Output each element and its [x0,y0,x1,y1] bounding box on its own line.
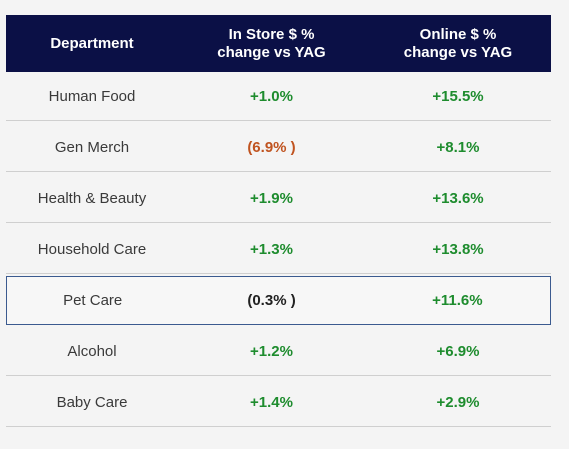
table-header: Department In Store $ % change vs YAG On… [6,15,551,72]
in-store-change-cell: +1.9% [250,189,293,207]
online-change-cell: +11.6% [432,292,483,309]
online-change-cell: +13.8% [432,240,484,258]
department-cell: Gen Merch [54,138,130,156]
in-store-change-cell: (6.9% ) [247,138,296,156]
in-store-change-cell: (0.3% ) [247,292,296,309]
in-store-change-cell: +1.3% [250,240,293,258]
table-row: Alcohol +1.2% +6.9% [6,327,551,376]
online-change-cell: +15.5% [432,87,484,105]
department-cell: Health & Beauty [37,189,147,207]
department-cell: Baby Care [56,393,128,411]
table-body: Human Food +1.0% +15.5% Gen Merch (6.9% ) +8.… [6,72,551,427]
department-cell: Alcohol [67,342,117,360]
in-store-change-cell: +1.4% [250,393,293,411]
department-cell: Household Care [37,240,147,258]
table-row: Gen Merch (6.9% ) +8.1% [6,123,551,172]
header-in-store-change: In Store $ % change vs YAG [217,25,326,61]
table-row: Human Food +1.0% +15.5% [6,72,551,121]
table-row: Pet Care (0.3% ) +11.6% [6,276,551,325]
online-change-cell: +6.9% [436,342,480,360]
table-row: Baby Care +1.4% +2.9% [6,378,551,427]
table-row: Household Care +1.3% +13.8% [6,225,551,274]
header-department: Department [50,34,134,52]
online-change-cell: +2.9% [436,393,480,411]
online-change-cell: +8.1% [436,138,480,156]
in-store-change-cell: +1.0% [250,87,293,105]
in-store-change-cell: +1.2% [250,342,293,360]
department-change-table: Department In Store $ % change vs YAG On… [6,15,551,427]
online-change-cell: +13.6% [432,189,484,207]
header-online-change: Online $ % change vs YAG [403,25,513,61]
department-cell: Human Food [48,87,136,105]
department-cell: Pet Care [63,292,123,309]
table-row: Health & Beauty +1.9% +13.6% [6,174,551,223]
